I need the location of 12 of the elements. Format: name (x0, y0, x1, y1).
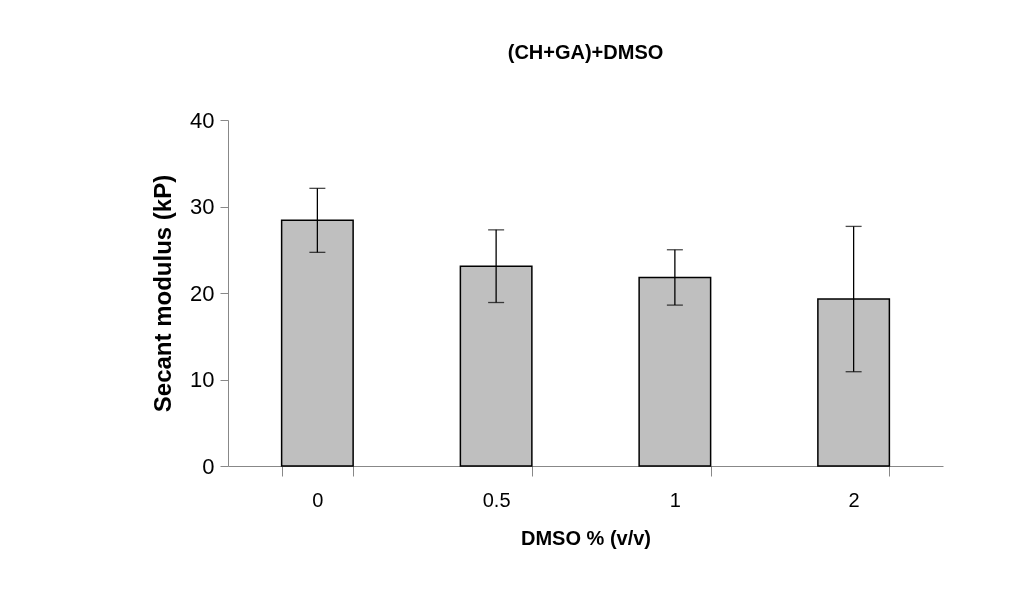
y-tick-label: 40 (190, 107, 215, 133)
x-tick-label: 1 (669, 488, 681, 511)
y-tick-label: 0 (202, 453, 215, 479)
x-tick-label: 2 (848, 488, 860, 511)
x-tick-label: 0 (312, 488, 324, 511)
y-tick-label: 10 (190, 367, 215, 392)
y-axis-title: Secant modulus (kP) (149, 174, 177, 413)
chart-title: (CH+GA)+DMSO (507, 41, 664, 63)
y-tick-label: 30 (190, 194, 215, 219)
y-tick-label: 20 (190, 280, 215, 306)
x-axis-title: DMSO % (v/v) (520, 526, 652, 549)
x-tick-label: 0.5 (482, 488, 511, 511)
